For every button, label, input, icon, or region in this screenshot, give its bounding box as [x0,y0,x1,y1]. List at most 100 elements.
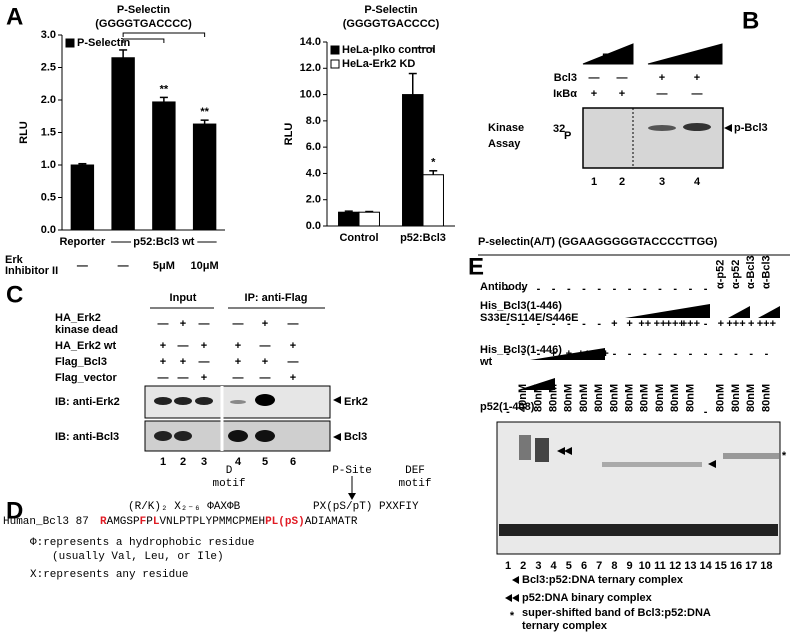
label: + [550,348,556,360]
label: Bcl3 [344,431,367,443]
label: + [290,372,296,384]
label: + [591,88,597,100]
label: 40nM [517,384,529,412]
label: PX(pS/pT) PXXFIY [313,501,419,513]
label: 8 [611,560,617,572]
label: + [694,72,700,84]
bar [152,101,176,231]
label: kinase dead [55,324,118,336]
label: — [158,372,169,384]
band [228,430,248,442]
label: ++ [654,318,667,330]
label: + [611,318,617,330]
band [230,400,246,404]
label: P [564,130,571,142]
label: Antibody [480,281,529,293]
label: +++ [590,348,609,360]
label: - [582,283,586,295]
label: 15 [715,560,727,572]
label: — [617,72,628,84]
residue: VNLPTPLYPMMCPMEH [159,516,265,528]
legend-swatch [65,38,75,48]
band [195,397,213,405]
label: + [201,372,207,384]
label: 18 [760,560,772,572]
label: P-Selectin [77,37,130,49]
residue: ADIAMATR [305,516,358,528]
label: - [704,283,708,295]
label: 80nM [715,384,727,412]
label: 80nM [624,384,636,412]
residue: R [100,516,107,528]
residue: PL [265,516,279,528]
label: — [589,72,600,84]
label: HA_Erk2 [55,312,101,324]
label: 7 [596,560,602,572]
label: - [521,348,525,360]
label: 0.0 [41,224,56,236]
label: — [233,372,244,384]
label: 6 [290,456,296,468]
label: - [689,283,693,295]
label: 80nM [548,384,560,412]
label: + [262,318,268,330]
label: 12 [669,560,681,572]
band [535,438,549,462]
wedge [518,378,555,390]
arrowhead [505,594,512,602]
label: — [178,372,189,384]
label: - [658,283,662,295]
label: Flag_Bcl3 [55,356,107,368]
label: (usually Val, Leu, or Ile) [52,551,224,563]
label: Erk [5,254,24,266]
label: p52:Bcl3 [400,232,446,244]
wedge [530,348,605,360]
label: 1.0 [41,159,56,171]
arrowhead [512,594,519,602]
label: 80nM [654,384,666,412]
label: + [290,340,296,352]
bracket [122,38,165,43]
label: ++ [578,348,591,360]
label: — [199,356,210,368]
label: 0.5 [41,191,56,203]
label: P-Selectin [364,4,417,16]
label: 80nM [563,384,575,412]
label: Bcl3 [554,72,577,84]
label: 80nM [684,384,696,412]
label: (R/K)₂ X₂₋₆ ΦAXΦB [128,501,241,513]
label: - [749,348,753,360]
label: 3 [659,176,665,188]
residue: L [153,516,160,528]
label: 80nM [730,384,742,412]
label: - [597,318,601,330]
label: 80nM [745,384,757,412]
wedge [728,306,750,318]
band [519,435,531,460]
band [683,123,711,131]
band [255,430,275,442]
bar [111,57,135,231]
label: 9 [627,560,633,572]
label: HA_Erk2 wt [55,340,116,352]
label: p52:Bcl3 wt [133,236,194,248]
label: — [118,260,129,272]
label: X:represents any residue [30,569,188,581]
band [154,397,172,405]
free-probe [499,524,778,536]
label: C [6,281,23,308]
label: - [765,348,769,360]
label: α-p52 [730,260,742,289]
bracket [122,32,206,37]
label: - [552,318,556,330]
label: p52:DNA binary complex [522,592,653,604]
label: - [537,283,541,295]
label: - [689,348,693,360]
label: 4 [694,176,701,188]
label: - [521,318,525,330]
label: A [6,3,23,30]
label: - [521,283,525,295]
label: HeLa-plko control [342,44,436,56]
label: ternary complex [522,620,608,632]
label: motif [212,478,245,490]
